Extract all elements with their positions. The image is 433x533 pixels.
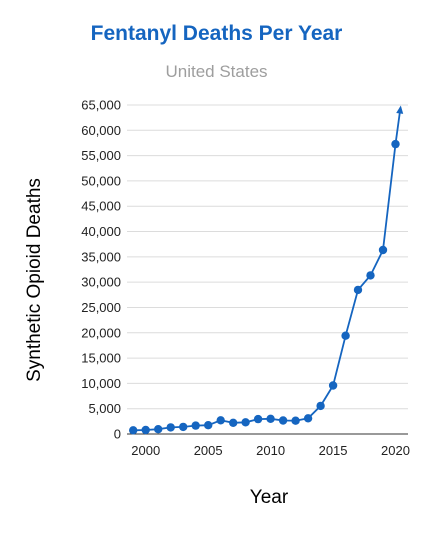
data-point [129, 426, 138, 435]
y-tick-label: 20,000 [81, 325, 121, 340]
y-tick-label: 25,000 [81, 300, 121, 315]
data-point [303, 414, 313, 423]
y-tick-label: 15,000 [81, 351, 121, 366]
x-tick-label: 2020 [381, 443, 410, 458]
data-point [141, 425, 150, 435]
data-point [204, 421, 213, 430]
y-tick-label: 60,000 [81, 123, 121, 138]
data-point [328, 381, 338, 390]
data-point [253, 414, 263, 424]
y-tick-label: 65,000 [81, 98, 121, 113]
data-point [179, 422, 188, 432]
data-point [191, 421, 200, 430]
data-point [366, 271, 375, 280]
trend-arrowhead [396, 105, 404, 114]
data-points [129, 139, 400, 435]
x-tick-label: 2010 [256, 443, 285, 458]
data-point [353, 285, 363, 295]
y-tick-label: 10,000 [81, 376, 121, 391]
y-axis-label: Synthetic Opioid Deaths [24, 178, 45, 382]
data-point [278, 416, 288, 425]
chart-title: Fentanyl Deaths Per Year [90, 22, 343, 45]
y-tick-label: 30,000 [81, 275, 121, 290]
data-point [266, 414, 275, 423]
y-axis-ticks: 0 5,000 10,000 15,000 20,000 25,000 30,000 35,0… [81, 98, 121, 442]
series-line [133, 105, 404, 432]
x-tick-label: 2015 [319, 443, 348, 458]
data-point [291, 416, 300, 425]
data-point [341, 331, 350, 340]
data-point [229, 418, 238, 427]
x-tick-label: 2000 [131, 443, 160, 458]
x-axis-ticks: 2000 2005 2010 2015 2020 [131, 443, 410, 458]
x-axis-label: Year [250, 487, 289, 508]
y-tick-label: 5,000 [88, 401, 121, 416]
y-tick-label: 40,000 [81, 224, 121, 239]
data-point [391, 139, 400, 149]
data-point [316, 401, 325, 411]
data-point [216, 416, 225, 425]
y-tick-label: 50,000 [81, 173, 121, 188]
y-tick-label: 55,000 [81, 148, 121, 163]
gridlines [127, 104, 408, 435]
data-point [166, 423, 175, 432]
x-tick-label: 2005 [194, 443, 223, 458]
chart-subtitle: United States [165, 62, 268, 81]
data-point [241, 418, 250, 427]
y-tick-label: 35,000 [81, 249, 121, 264]
data-point [154, 425, 163, 434]
data-point [378, 245, 388, 255]
y-tick-label: 45,000 [81, 199, 121, 214]
y-tick-label: 0 [114, 427, 121, 442]
